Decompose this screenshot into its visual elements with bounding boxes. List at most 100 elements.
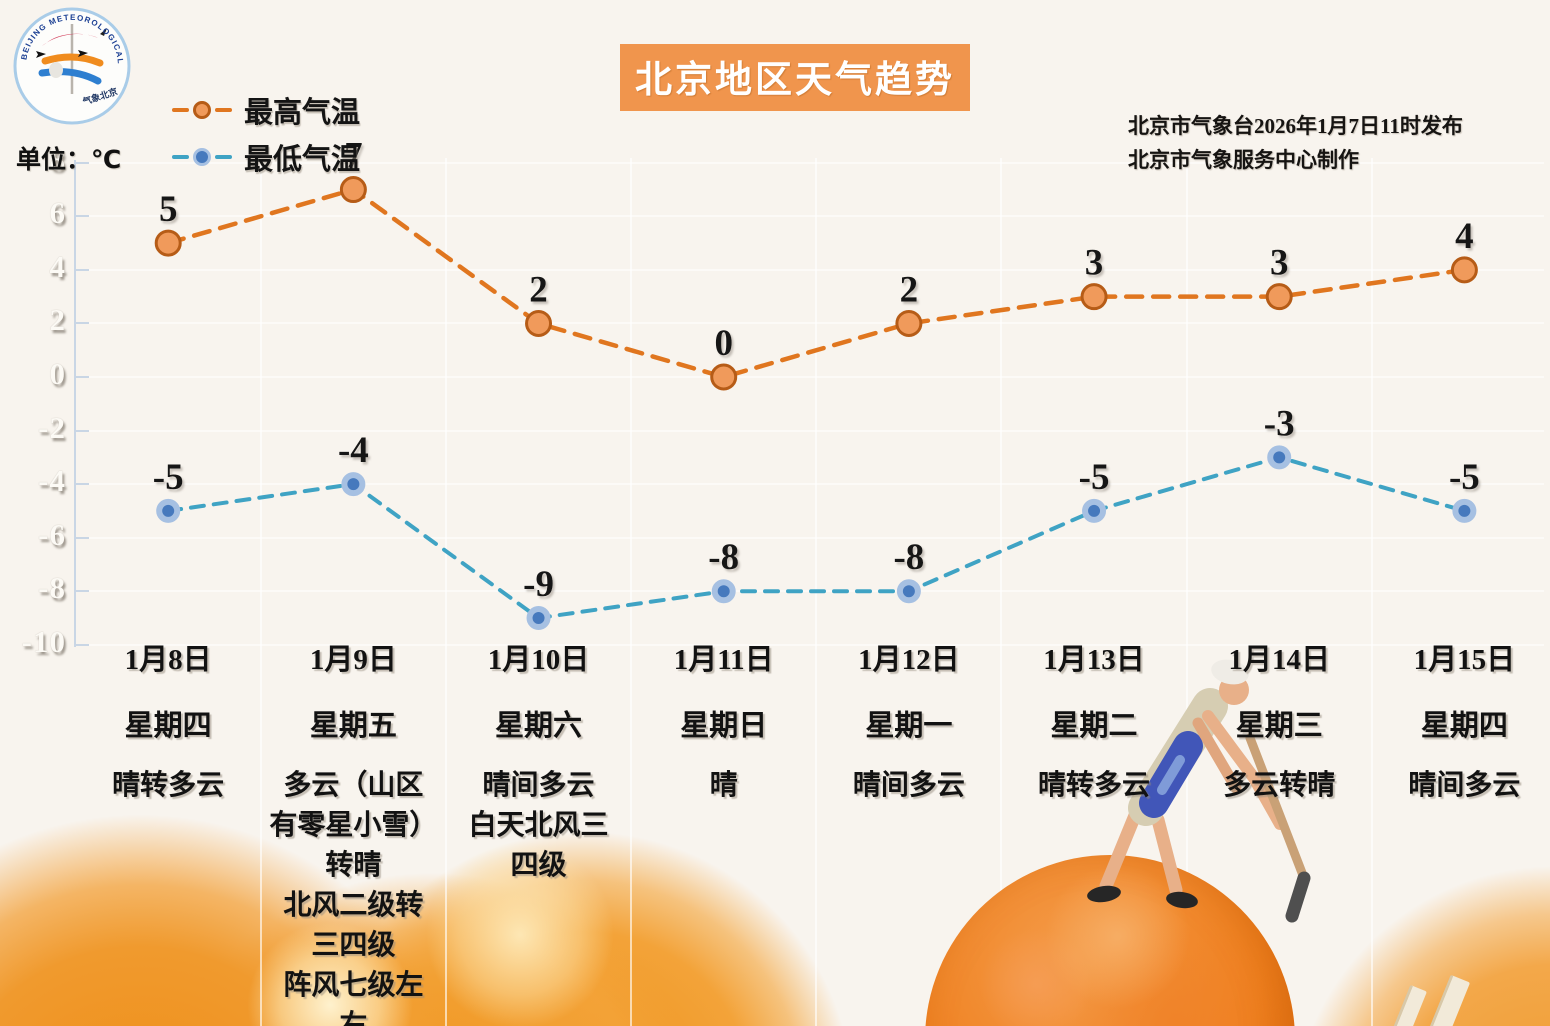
day-column: 1月14日星期三多云转晴 — [1186, 636, 1372, 806]
y-tick-mark — [75, 376, 89, 378]
day-column: 1月12日星期一晴间多云 — [816, 636, 1002, 806]
low-temp-value-label: -5 — [1079, 457, 1110, 498]
day-column: 1月9日星期五多云（山区 有零星小雪） 转晴 北风二级转 三四级 阵风七级左 右 — [260, 636, 446, 1026]
high-temp-value-label: 7 — [344, 136, 363, 177]
y-tick-label: 0 — [49, 356, 66, 391]
day-weekday: 星期四 — [124, 710, 212, 742]
day-column: 1月10日星期六晴间多云 白天北风三 四级 — [446, 636, 632, 886]
day-weekday: 星期四 — [1420, 710, 1508, 742]
horizontal-gridline — [76, 643, 1544, 646]
y-tick-label: -2 — [38, 409, 66, 445]
y-tick-mark — [75, 483, 89, 486]
day-date: 1月11日 — [673, 644, 774, 676]
day-weather: 晴间多云 白天北风三 四级 — [468, 770, 609, 881]
y-tick-mark — [75, 590, 89, 593]
high-temp-value-label: 2 — [529, 269, 548, 310]
day-weather: 晴间多云 — [852, 770, 965, 801]
issue-line-2: 北京市气象服务中心制作 — [1128, 148, 1359, 172]
high-temp-value-label: 2 — [900, 269, 919, 310]
high-temp-point — [895, 309, 923, 337]
y-tick-mark — [75, 643, 89, 646]
day-date: 1月13日 — [1043, 644, 1145, 676]
high-temp-value-label: 3 — [1085, 243, 1104, 284]
high-temp-value-label: 5 — [159, 189, 178, 230]
low-temp-value-label: -5 — [153, 457, 184, 498]
y-tick-label: -10 — [21, 623, 66, 659]
y-tick-label: -6 — [38, 516, 66, 552]
low-temp-value-label: -4 — [338, 430, 369, 471]
high-temp-point — [1265, 283, 1293, 311]
legend-item-high: 最高气温 — [172, 90, 360, 130]
horizontal-gridline — [76, 376, 1544, 378]
low-temp-value-label: -5 — [1449, 457, 1480, 498]
low-temp-point — [1082, 498, 1107, 523]
horizontal-gridline — [76, 322, 1544, 325]
high-temp-value-label: 4 — [1455, 216, 1474, 257]
issue-line-1: 北京市气象台2026年1月7日11时发布 — [1128, 114, 1463, 138]
day-weather: 多云（山区 有零星小雪） 转晴 北风二级转 三四级 阵风七级左 右 — [269, 770, 438, 1026]
low-temp-value-label: -8 — [893, 537, 924, 578]
low-temp-marker-icon — [172, 147, 232, 167]
issue-info: 北京市气象台2026年1月7日11时发布 北京市气象服务中心制作 — [1128, 109, 1548, 177]
y-tick-label: 8 — [49, 141, 66, 177]
y-tick-label: -8 — [38, 570, 66, 606]
low-temp-value-label: -3 — [1264, 403, 1295, 444]
day-weekday: 星期六 — [495, 710, 583, 742]
day-weekday: 星期二 — [1050, 710, 1138, 742]
page-title: 北京地区天气趋势 — [620, 44, 970, 111]
legend-label-high: 最高气温 — [244, 97, 361, 129]
y-tick-mark — [75, 268, 89, 271]
chart-legend: 最高气温 最低气温 — [172, 90, 360, 184]
low-temp-value-label: -9 — [523, 564, 554, 605]
y-tick-mark — [75, 322, 89, 325]
high-temp-line — [165, 187, 1467, 380]
y-tick-label: 6 — [49, 195, 66, 231]
y-tick-mark — [75, 536, 89, 539]
high-temp-marker-icon — [172, 100, 232, 120]
horizontal-gridline — [76, 268, 1544, 271]
high-temp-value-label: 3 — [1270, 243, 1289, 284]
horizontal-gridline — [76, 161, 1544, 164]
high-temp-point — [1080, 283, 1108, 311]
low-temp-point — [896, 579, 921, 604]
day-column: 1月15日 星期四 晴间多云 — [1371, 636, 1550, 806]
high-temp-point — [154, 229, 182, 257]
horizontal-gridline — [76, 429, 1544, 432]
y-tick-mark — [75, 161, 89, 164]
miniature-sweeper-figurine — [1087, 659, 1311, 923]
high-temp-point — [1450, 256, 1478, 284]
day-date: 1月8日 — [124, 644, 212, 676]
day-weather: 多云转晴 — [1223, 770, 1336, 801]
y-axis-line — [74, 160, 76, 647]
y-tick-label: 2 — [49, 302, 66, 338]
low-temp-point — [341, 472, 366, 497]
day-date: 1月10日 — [487, 644, 590, 676]
legend-item-low: 最低气温 — [172, 137, 360, 177]
high-temp-value-label: 0 — [714, 323, 733, 364]
day-date: 1月12日 — [858, 644, 960, 676]
y-tick-label: -4 — [38, 463, 66, 499]
day-date: 1月14日 — [1228, 644, 1330, 676]
day-weather: 晴转多云 — [112, 770, 225, 801]
day-weekday: 星期三 — [1235, 710, 1323, 742]
day-date: 1月9日 — [309, 644, 397, 676]
day-column: 1月11日 星期日晴 — [631, 636, 817, 806]
day-weather: 晴 — [709, 770, 738, 801]
low-temp-value-label: -8 — [708, 537, 739, 578]
unit-label: 单位：℃ — [16, 146, 122, 174]
day-weather: 晴转多云 — [1038, 770, 1151, 801]
low-temp-line — [166, 455, 1467, 621]
low-temp-point — [1452, 498, 1477, 523]
low-temp-point — [526, 606, 551, 631]
day-weekday: 星期五 — [309, 710, 397, 742]
day-weekday: 星期一 — [865, 710, 953, 742]
day-column: 1月13日星期二晴转多云 — [1001, 636, 1187, 806]
day-date: 1月15日 — [1413, 644, 1516, 676]
day-column: 1月8日星期四晴转多云 — [75, 636, 261, 806]
high-temp-point — [710, 363, 738, 391]
y-tick-mark — [75, 429, 89, 432]
high-temp-point — [339, 176, 367, 204]
low-temp-point — [711, 579, 736, 604]
